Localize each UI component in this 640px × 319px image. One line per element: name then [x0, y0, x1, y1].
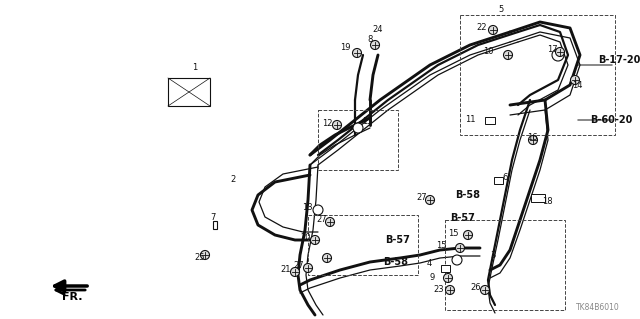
Text: 5: 5	[498, 5, 503, 14]
Circle shape	[481, 286, 490, 294]
Text: B-58: B-58	[455, 190, 480, 200]
Bar	[318, 110, 398, 170]
Text: 16: 16	[527, 132, 538, 142]
Circle shape	[323, 254, 332, 263]
Circle shape	[353, 123, 363, 133]
Text: 9: 9	[430, 272, 435, 281]
Text: 19: 19	[340, 43, 351, 53]
Circle shape	[303, 263, 312, 272]
Text: 17: 17	[547, 46, 557, 55]
Circle shape	[552, 49, 564, 61]
Text: B-58: B-58	[383, 257, 408, 267]
Text: 27: 27	[293, 262, 303, 271]
Circle shape	[353, 48, 362, 57]
Text: 24: 24	[372, 26, 383, 34]
Bar	[440, 264, 449, 271]
Bar	[485, 116, 495, 123]
Bar	[168, 78, 210, 106]
Bar	[493, 176, 502, 183]
Circle shape	[463, 231, 472, 240]
Circle shape	[570, 76, 579, 85]
Circle shape	[313, 205, 323, 215]
Circle shape	[291, 268, 300, 277]
Text: 20: 20	[300, 234, 310, 242]
Text: 7: 7	[210, 213, 216, 222]
Circle shape	[445, 286, 454, 294]
Text: 2: 2	[230, 175, 236, 184]
Text: 18: 18	[542, 197, 552, 206]
Circle shape	[326, 218, 335, 226]
Bar	[308, 215, 418, 275]
Text: B-57: B-57	[450, 213, 475, 223]
Text: 6: 6	[502, 174, 508, 182]
Circle shape	[444, 273, 452, 283]
Circle shape	[529, 136, 538, 145]
Circle shape	[426, 196, 435, 204]
Text: 27: 27	[416, 194, 427, 203]
Text: 27: 27	[316, 216, 326, 225]
Bar	[212, 221, 218, 229]
Text: 12: 12	[322, 118, 333, 128]
Bar	[445, 220, 565, 310]
Text: 4: 4	[427, 258, 432, 268]
Circle shape	[556, 48, 564, 56]
Bar	[460, 15, 615, 135]
Text: 15: 15	[436, 241, 447, 250]
FancyArrowPatch shape	[56, 286, 85, 294]
Circle shape	[310, 235, 319, 244]
Text: 21: 21	[280, 265, 291, 275]
Text: 13: 13	[362, 117, 372, 127]
Bar	[531, 194, 545, 202]
Text: 15: 15	[448, 228, 458, 238]
Circle shape	[456, 243, 465, 253]
Text: B-17-20: B-17-20	[598, 55, 640, 65]
Text: 26: 26	[470, 284, 481, 293]
Text: B-60-20: B-60-20	[590, 115, 632, 125]
Circle shape	[371, 41, 380, 49]
Text: 8: 8	[367, 35, 372, 44]
Text: 22: 22	[476, 23, 486, 32]
Text: TK84B6010: TK84B6010	[576, 303, 620, 312]
Text: 10: 10	[483, 48, 493, 56]
Text: 25: 25	[194, 254, 205, 263]
Circle shape	[504, 50, 513, 60]
Text: 23: 23	[433, 285, 444, 293]
Circle shape	[452, 255, 462, 265]
Circle shape	[488, 26, 497, 34]
Text: 1: 1	[192, 63, 197, 72]
Text: 13: 13	[302, 204, 312, 212]
Circle shape	[200, 250, 209, 259]
Text: 3: 3	[490, 250, 495, 259]
Text: B-57: B-57	[385, 235, 410, 245]
Text: FR.: FR.	[61, 292, 83, 302]
Text: 14: 14	[572, 80, 582, 90]
Circle shape	[333, 121, 342, 130]
Text: 11: 11	[465, 115, 476, 123]
